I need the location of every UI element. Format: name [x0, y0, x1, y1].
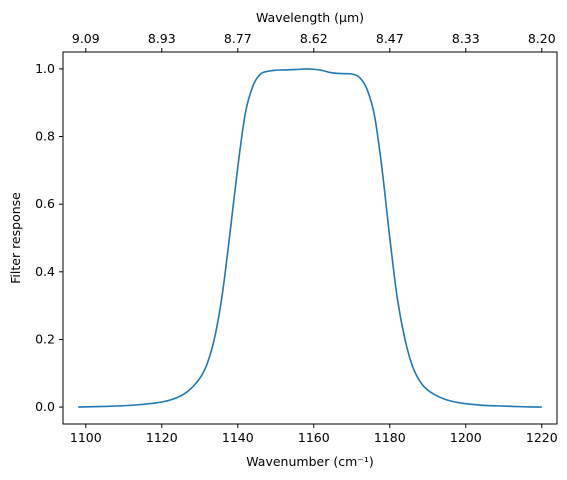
x-tick-label: 1220 — [526, 430, 558, 445]
top-tick-label: 8.93 — [148, 31, 176, 46]
top-x-axis-title: Wavelength (μm) — [256, 10, 364, 25]
top-tick-label: 8.62 — [300, 31, 328, 46]
y-tick-label: 0.8 — [35, 129, 55, 144]
top-tick-label: 9.09 — [72, 31, 100, 46]
x-axis-title: Wavenumber (cm⁻¹) — [246, 454, 373, 469]
top-tick-label: 8.47 — [376, 31, 404, 46]
y-axis-title: Filter response — [8, 192, 23, 284]
series-line — [78, 68, 542, 408]
top-tick-label: 8.20 — [528, 31, 556, 46]
x-tick-label: 1100 — [70, 430, 102, 445]
x-tick-label: 1180 — [374, 430, 406, 445]
y-tick-label: 1.0 — [35, 61, 55, 76]
x-tick-label: 1120 — [146, 430, 178, 445]
y-tick-label: 0.6 — [35, 196, 55, 211]
top-tick-label: 8.33 — [452, 31, 480, 46]
y-axis: 0.0 0.2 0.4 0.6 0.8 1.0 — [35, 61, 63, 414]
plot-frame — [62, 51, 558, 425]
top-tick-label: 8.77 — [224, 31, 252, 46]
y-tick-label: 0.4 — [35, 264, 55, 279]
x-tick-label: 1200 — [450, 430, 482, 445]
y-tick-label: 0.0 — [35, 399, 55, 414]
y-tick-label: 0.2 — [35, 331, 55, 346]
x-axis: 1100 1120 1140 1160 1180 1200 1220 — [70, 424, 558, 445]
x-tick-label: 1140 — [222, 430, 254, 445]
top-x-axis: 9.09 8.93 8.77 8.62 8.47 8.33 8.20 — [72, 31, 556, 52]
x-tick-label: 1160 — [298, 430, 330, 445]
series-layer — [78, 68, 542, 408]
